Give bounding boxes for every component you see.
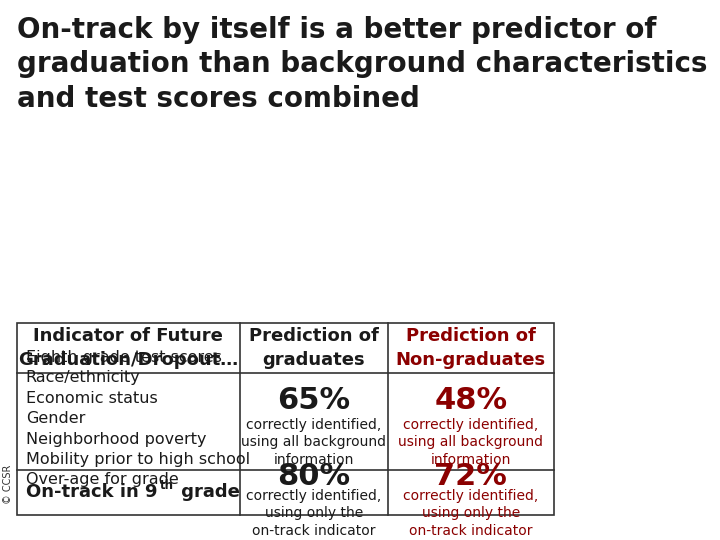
Text: Indicator of Future
Graduation/Dropout…: Indicator of Future Graduation/Dropout… bbox=[18, 327, 238, 369]
Text: correctly identified,
using all background
information: correctly identified, using all backgrou… bbox=[241, 418, 387, 467]
Text: Prediction of
graduates: Prediction of graduates bbox=[249, 327, 379, 369]
Bar bbox=[17, 323, 554, 515]
Text: correctly identified,
using only the
on-track indicator: correctly identified, using only the on-… bbox=[246, 489, 382, 537]
Text: grade: grade bbox=[174, 483, 239, 501]
Text: © CCSR: © CCSR bbox=[3, 465, 13, 504]
Text: Prediction of
Non-graduates: Prediction of Non-graduates bbox=[396, 327, 546, 369]
Text: On-track by itself is a better predictor of
graduation than background character: On-track by itself is a better predictor… bbox=[17, 16, 708, 113]
Text: Eighth grade test scores
Race/ethnicity
Economic status
Gender
Neighborhood pove: Eighth grade test scores Race/ethnicity … bbox=[26, 350, 250, 488]
Text: 48%: 48% bbox=[434, 386, 508, 415]
Text: 72%: 72% bbox=[434, 462, 508, 491]
Text: correctly identified,
using all background
information: correctly identified, using all backgrou… bbox=[398, 418, 544, 467]
Text: 65%: 65% bbox=[277, 386, 351, 415]
Text: 80%: 80% bbox=[277, 462, 351, 491]
Text: correctly identified,
using only the
on-track indicator: correctly identified, using only the on-… bbox=[403, 489, 539, 537]
Text: th: th bbox=[160, 480, 174, 492]
Text: On-track in 9: On-track in 9 bbox=[26, 483, 157, 501]
